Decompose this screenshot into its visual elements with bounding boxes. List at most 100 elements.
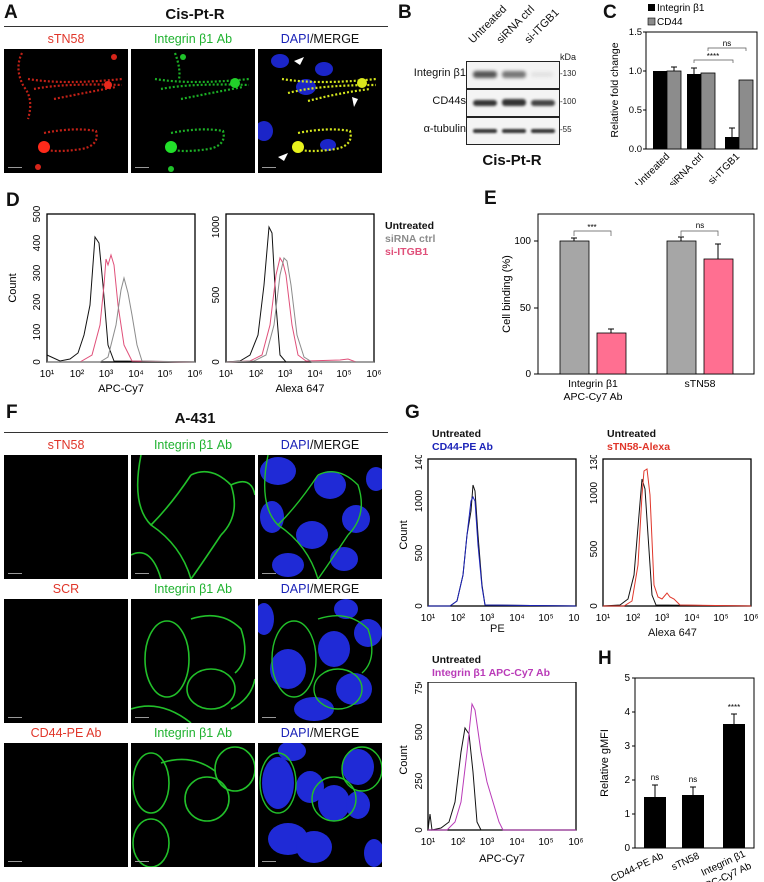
blot-label-integrin: Integrin β1 xyxy=(413,67,466,79)
kda-130: -130 xyxy=(560,69,577,78)
svg-text:ns: ns xyxy=(651,773,659,782)
svg-text:0: 0 xyxy=(32,359,43,365)
svg-text:10³: 10³ xyxy=(278,369,293,380)
svg-text:10³: 10³ xyxy=(480,613,495,624)
micrograph-f1-merge xyxy=(258,455,382,579)
svg-text:10⁵: 10⁵ xyxy=(336,369,351,380)
svg-text:0: 0 xyxy=(414,603,425,609)
svg-text:1000: 1000 xyxy=(589,481,600,504)
kda-55: -55 xyxy=(560,125,572,134)
panel-a-title: Cis-Pt-R xyxy=(165,6,225,23)
svg-text:Count: Count xyxy=(7,273,19,302)
svg-text:Alexa 647: Alexa 647 xyxy=(276,383,325,395)
western-blot-tubulin xyxy=(466,117,560,145)
arrowhead-icon xyxy=(294,57,304,65)
panel-label-h: H xyxy=(598,648,612,669)
svg-text:1: 1 xyxy=(624,809,630,820)
svg-text:ns: ns xyxy=(723,39,731,48)
micrograph-f3-red xyxy=(4,743,128,867)
svg-text:1.5: 1.5 xyxy=(629,27,642,38)
svg-text:10²: 10² xyxy=(451,837,466,848)
panel-f-divider xyxy=(4,432,388,433)
svg-text:10²: 10² xyxy=(70,369,85,380)
svg-text:10⁴: 10⁴ xyxy=(684,613,699,624)
svg-text:2: 2 xyxy=(624,775,630,786)
svg-text:10²: 10² xyxy=(451,613,466,624)
panel-f-title: A-431 xyxy=(174,410,216,427)
svg-text:400: 400 xyxy=(32,234,43,251)
svg-text:10³: 10³ xyxy=(99,369,114,380)
blot-label-tubulin: α-tubulin xyxy=(423,123,466,135)
row3-green-label: Integrin β1 Ab xyxy=(153,726,233,740)
svg-text:500: 500 xyxy=(414,723,425,740)
micrograph-f2-green xyxy=(131,599,255,723)
panel-label-d: D xyxy=(6,190,20,211)
svg-text:750: 750 xyxy=(414,682,425,694)
svg-text:10¹: 10¹ xyxy=(596,613,611,624)
svg-text:10¹: 10¹ xyxy=(219,369,234,380)
chart-d-histograms: 0 100 200 300 400 500 Count 10¹ 10² 10³ … xyxy=(7,205,382,395)
svg-text:10⁴: 10⁴ xyxy=(509,613,524,624)
arrowhead-icon xyxy=(352,97,358,107)
svg-text:sTN58: sTN58 xyxy=(670,851,702,874)
micrograph-a-red xyxy=(4,49,128,173)
svg-text:10¹: 10¹ xyxy=(421,613,436,624)
svg-text:1.0: 1.0 xyxy=(629,66,642,77)
chart-g2-histogram: 0 500 1000 1300 10¹ 10² 10³ 10⁴ 10⁵ 10⁶ xyxy=(589,455,759,624)
svg-text:10⁶: 10⁶ xyxy=(568,613,580,624)
svg-text:0.5: 0.5 xyxy=(629,105,642,116)
g1-xlabel: PE xyxy=(490,623,505,635)
svg-text:4: 4 xyxy=(624,707,630,718)
row2-red-label: SCR xyxy=(52,582,80,596)
svg-text:500: 500 xyxy=(414,544,425,561)
svg-text:1000: 1000 xyxy=(414,489,425,512)
svg-text:sTN58: sTN58 xyxy=(685,378,716,390)
legend-integrin: Integrin β1 xyxy=(657,3,705,14)
svg-text:500: 500 xyxy=(211,286,222,303)
kda-100: -100 xyxy=(560,97,577,106)
svg-text:10¹: 10¹ xyxy=(40,369,55,380)
svg-text:1400: 1400 xyxy=(414,455,425,470)
svg-text:Cell binding (%): Cell binding (%) xyxy=(501,255,513,333)
svg-text:250: 250 xyxy=(414,772,425,789)
scale-bar xyxy=(135,167,149,168)
svg-text:10⁴: 10⁴ xyxy=(307,369,322,380)
svg-text:ns: ns xyxy=(689,775,697,784)
g3-legend-integrin: Integrin β1 APC-Cy7 Ab xyxy=(432,667,551,679)
g2-legend-stn58: sTN58-Alexa xyxy=(607,441,671,453)
chart-e-cell-binding: 0 50 100 Cell binding (%) *** ns Integri… xyxy=(501,213,755,403)
chart-g3-histogram: 0 250 500 750 Count 10¹ 10² 10³ 10⁴ 10⁵ … xyxy=(398,682,584,865)
svg-text:1300: 1300 xyxy=(589,455,600,470)
row2-green-label: Integrin β1 Ab xyxy=(153,582,233,596)
panel-a-divider xyxy=(4,26,388,27)
svg-text:300: 300 xyxy=(32,264,43,281)
svg-text:10⁵: 10⁵ xyxy=(713,613,728,624)
panel-label-c: C xyxy=(603,2,617,23)
svg-text:5: 5 xyxy=(624,673,630,684)
western-blot-integrin xyxy=(466,61,560,89)
g2-xlabel: Alexa 647 xyxy=(648,627,697,639)
legend-untreated: Untreated xyxy=(385,220,435,232)
svg-text:10²: 10² xyxy=(249,369,264,380)
panel-label-f: F xyxy=(6,402,18,423)
micrograph-f3-green xyxy=(131,743,255,867)
svg-text:Untreated: Untreated xyxy=(633,151,672,185)
scale-bar xyxy=(262,167,276,168)
row3-merge-label: DAPI/MERGE xyxy=(280,726,360,740)
svg-text:500: 500 xyxy=(589,540,600,557)
svg-text:***: *** xyxy=(587,223,596,232)
svg-text:10²: 10² xyxy=(626,613,641,624)
panel-label-a: A xyxy=(4,2,18,23)
svg-text:siRNA ctrl: siRNA ctrl xyxy=(667,151,706,185)
svg-text:50: 50 xyxy=(520,303,532,314)
g3-legend-untreated: Untreated xyxy=(432,654,482,666)
svg-text:CD44-PE Ab: CD44-PE Ab xyxy=(609,851,665,882)
svg-text:0: 0 xyxy=(624,843,630,854)
svg-text:Relative gMFI: Relative gMFI xyxy=(599,729,611,797)
svg-text:10⁵: 10⁵ xyxy=(538,613,553,624)
svg-text:500: 500 xyxy=(32,205,43,222)
svg-text:10⁶: 10⁶ xyxy=(187,369,202,380)
panel-label-b: B xyxy=(398,2,412,23)
svg-text:10⁶: 10⁶ xyxy=(568,837,583,848)
svg-text:10⁵: 10⁵ xyxy=(538,837,553,848)
